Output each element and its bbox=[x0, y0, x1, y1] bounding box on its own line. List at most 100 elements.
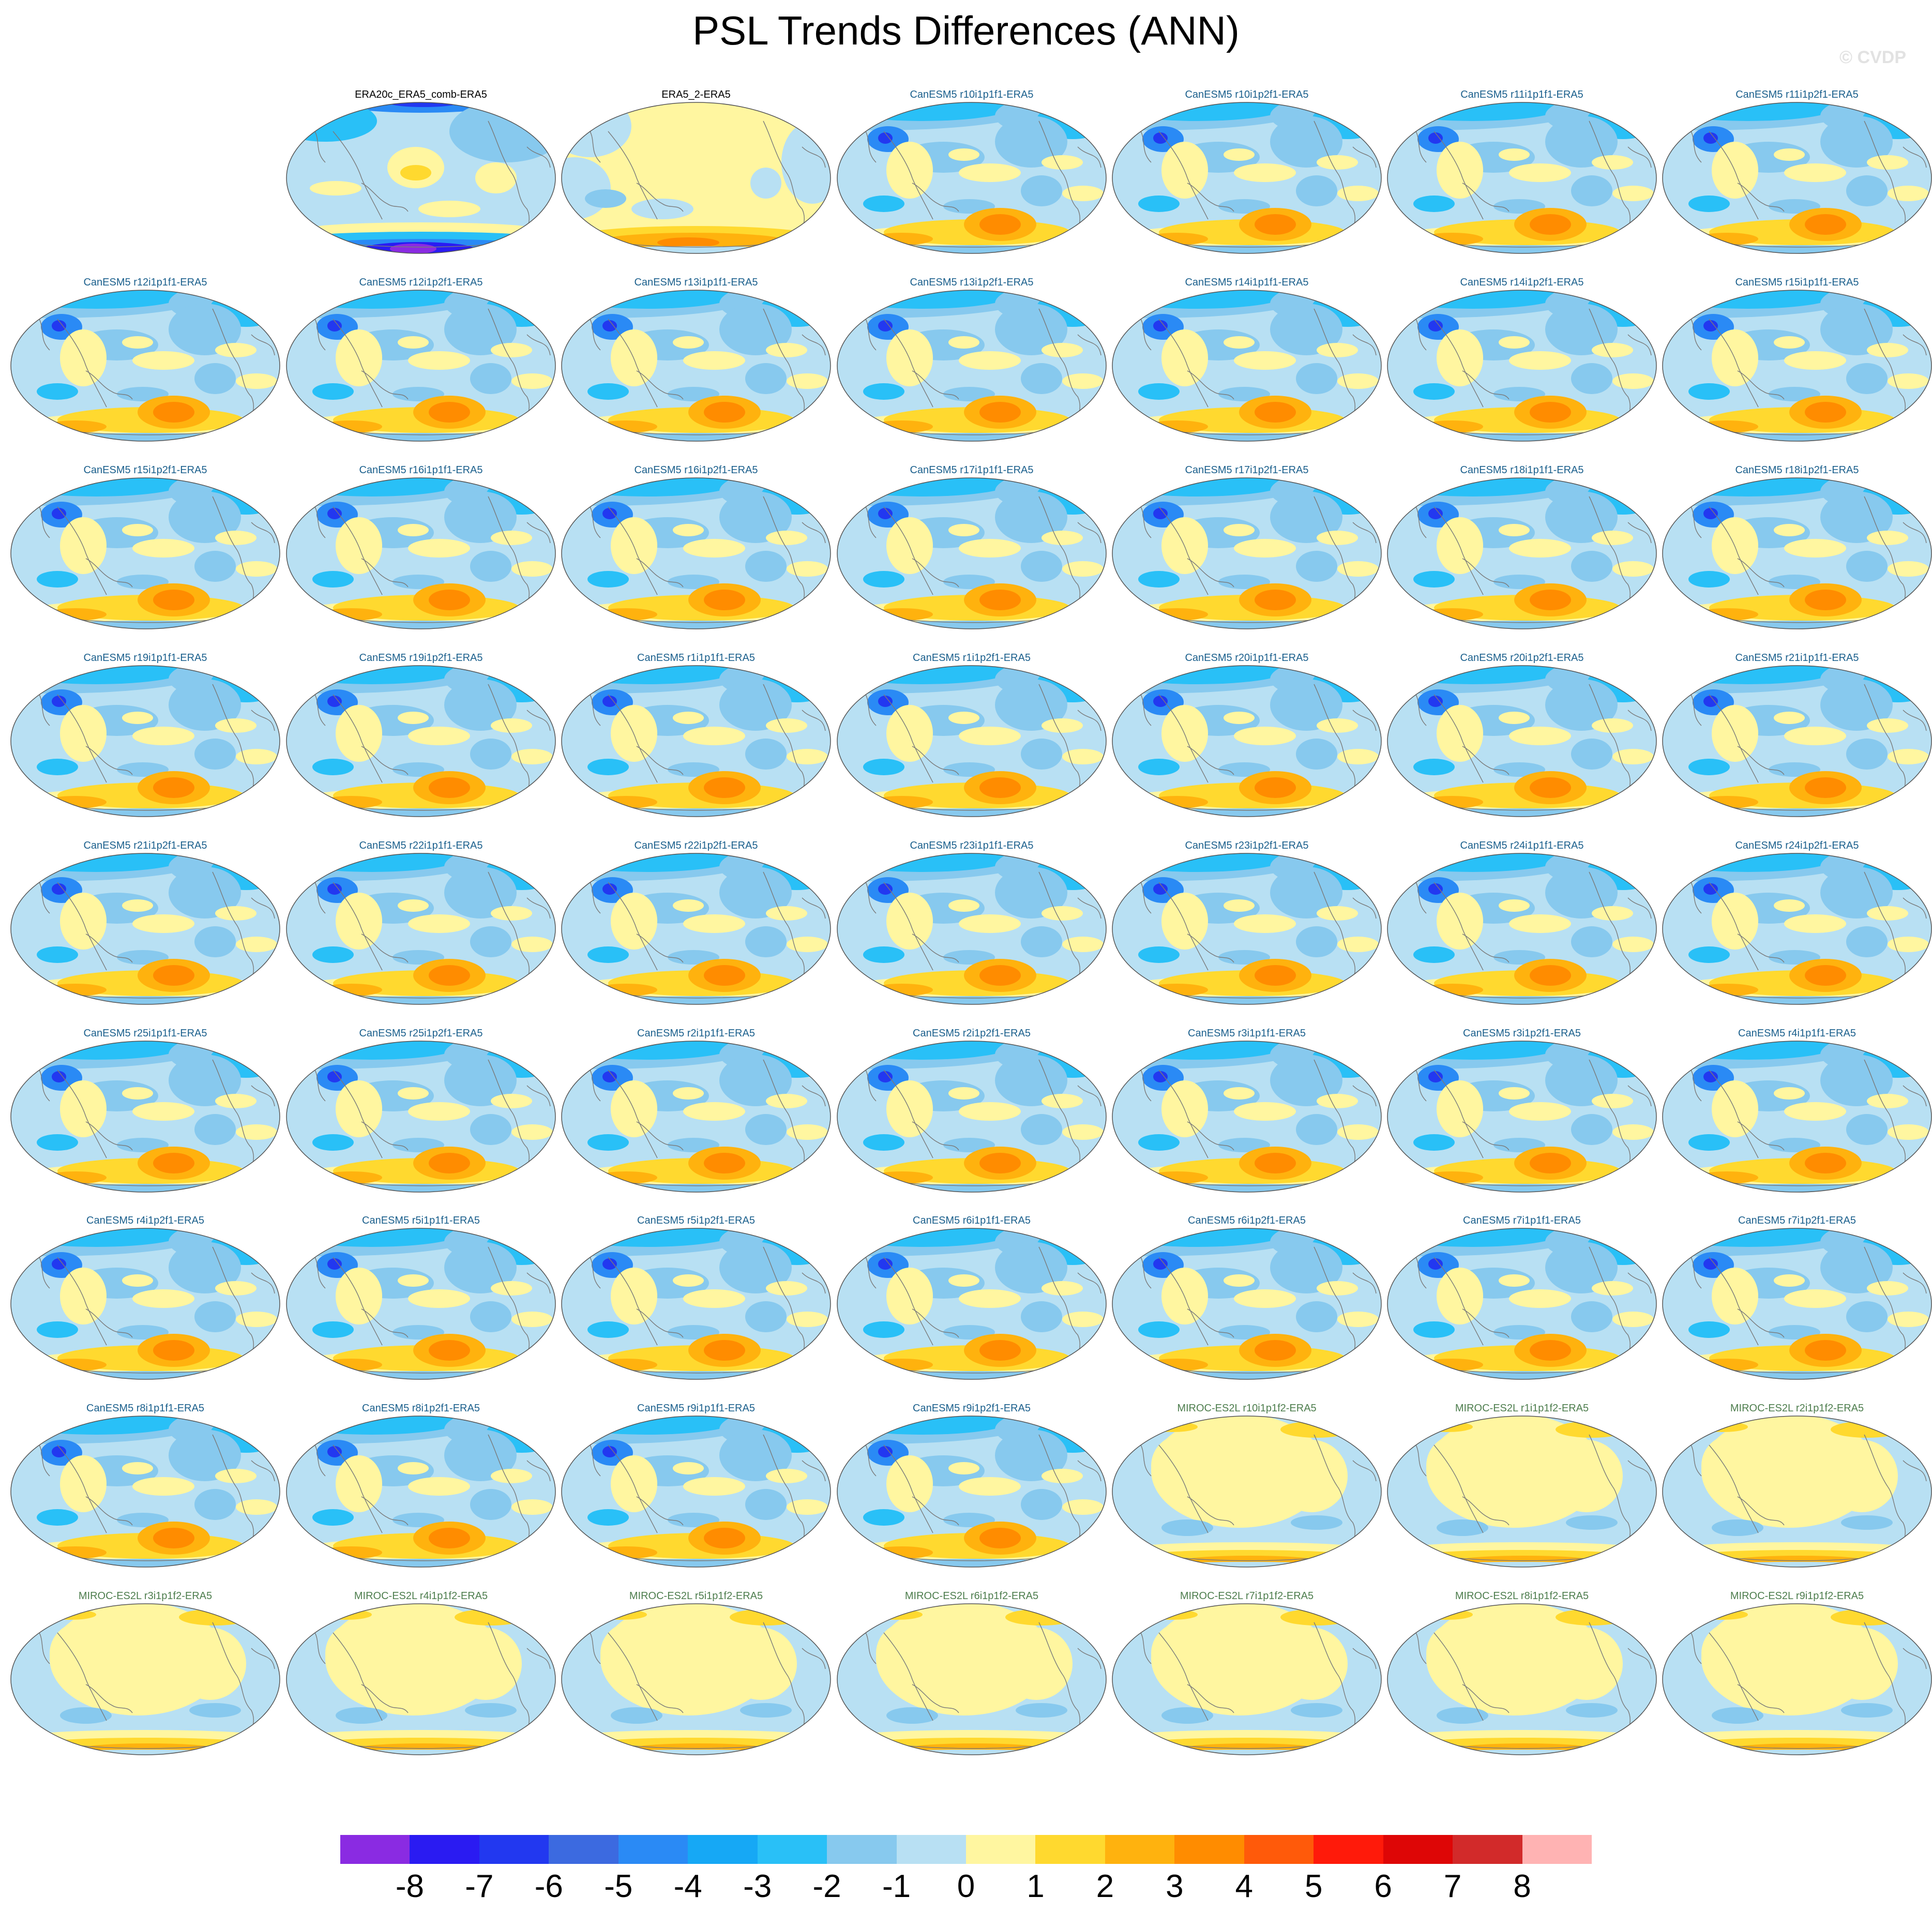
coastline bbox=[608, 1632, 658, 1721]
contour-fill bbox=[1234, 539, 1296, 558]
coastline bbox=[802, 1460, 826, 1482]
coastline bbox=[608, 1444, 658, 1533]
contour-fill bbox=[1688, 759, 1730, 775]
contour-fill bbox=[1493, 199, 1545, 214]
contour-fill bbox=[611, 1707, 662, 1724]
contour-fill bbox=[1005, 1609, 1078, 1625]
global-map bbox=[1387, 853, 1657, 1005]
coastline bbox=[608, 1070, 658, 1158]
contour-fill bbox=[1509, 1289, 1571, 1308]
coastline bbox=[1433, 1632, 1484, 1721]
coastline bbox=[57, 882, 107, 971]
contour-fill bbox=[86, 1743, 210, 1752]
contour-fill bbox=[1784, 163, 1846, 182]
coastline bbox=[314, 319, 326, 351]
global-map bbox=[286, 1603, 556, 1755]
contour-fill bbox=[673, 712, 704, 724]
contour-fill bbox=[1146, 420, 1208, 433]
map-panel: CanESM5 r2i1p1f1-ERA5 bbox=[559, 1028, 833, 1215]
contour-fill bbox=[673, 899, 704, 912]
contour-fill bbox=[37, 759, 78, 775]
contour-fill bbox=[52, 808, 238, 817]
contour-fill bbox=[668, 950, 719, 965]
contour-fill bbox=[398, 1462, 429, 1474]
panel-title: CanESM5 r20i1p1f1-ERA5 bbox=[1185, 652, 1309, 664]
coastline bbox=[361, 1308, 409, 1338]
map-outline bbox=[1662, 665, 1932, 817]
coastline bbox=[590, 882, 601, 914]
global-map bbox=[1112, 477, 1382, 629]
contour-fill bbox=[444, 1242, 517, 1293]
contour-fill bbox=[470, 363, 511, 394]
contour-fill bbox=[336, 1268, 382, 1324]
contour-fill bbox=[871, 1171, 933, 1184]
contour-fill bbox=[1509, 727, 1571, 745]
contour-fill bbox=[1413, 1134, 1455, 1151]
contour-fill bbox=[1337, 186, 1379, 201]
contour-fill bbox=[60, 1707, 112, 1724]
contour-fill bbox=[312, 383, 354, 400]
contour-fill bbox=[1784, 1289, 1846, 1308]
contour-fill bbox=[194, 1489, 236, 1520]
global-map bbox=[837, 290, 1107, 442]
contour-fill bbox=[1612, 1312, 1654, 1327]
contour-fill bbox=[995, 679, 1067, 731]
contour-fill bbox=[1000, 1628, 1073, 1700]
contour-fill bbox=[683, 1477, 745, 1496]
coastline bbox=[1709, 1257, 1759, 1346]
contour-fill bbox=[1688, 1321, 1730, 1338]
contour-fill bbox=[1774, 712, 1805, 724]
panel-title: CanESM5 r19i1p2f1-ERA5 bbox=[359, 652, 483, 664]
contour-fill bbox=[429, 965, 470, 986]
contour-fill bbox=[408, 1477, 470, 1496]
contour-fill bbox=[52, 1559, 238, 1567]
contour-fill bbox=[1867, 1281, 1908, 1296]
map-panel: CanESM5 r21i1p2f1-ERA5 bbox=[8, 840, 282, 1028]
contour-fill bbox=[1696, 1359, 1758, 1371]
contour-fill bbox=[1224, 524, 1255, 536]
page-title: PSL Trends Differences (ANN) bbox=[692, 8, 1240, 53]
colorbar-swatch bbox=[1314, 1835, 1384, 1864]
map-outline bbox=[10, 853, 280, 1005]
contour-fill bbox=[1784, 539, 1846, 558]
contour-fill bbox=[327, 320, 342, 332]
contour-fill bbox=[1270, 679, 1342, 731]
contour-fill bbox=[1429, 433, 1615, 441]
global-map bbox=[1662, 1603, 1932, 1755]
contour-fill bbox=[1704, 1184, 1890, 1192]
global-map bbox=[561, 1228, 831, 1380]
contour-fill bbox=[1696, 233, 1758, 245]
panel-title: CanESM5 r8i1p1f1-ERA5 bbox=[86, 1403, 204, 1414]
global-map bbox=[1662, 1228, 1932, 1380]
contour-fill bbox=[979, 1340, 1021, 1361]
contour-fill bbox=[745, 1489, 787, 1520]
map-outline bbox=[1387, 1041, 1657, 1193]
contour-fill bbox=[1545, 304, 1618, 355]
coastline bbox=[1903, 522, 1927, 544]
contour-fill bbox=[1218, 762, 1270, 777]
contour-fill bbox=[766, 1094, 807, 1108]
coastline bbox=[1690, 1257, 1702, 1289]
coastline bbox=[333, 1257, 383, 1346]
contour-fill bbox=[215, 1281, 256, 1296]
map-outline bbox=[286, 1041, 556, 1193]
contour-fill bbox=[886, 142, 933, 199]
coastline bbox=[212, 1059, 254, 1177]
contour-fill bbox=[60, 1268, 107, 1324]
contour-fill bbox=[418, 201, 480, 217]
coastline bbox=[1462, 1496, 1510, 1526]
contour-fill bbox=[1688, 946, 1730, 963]
map-panel: CanESM5 r19i1p1f1-ERA5 bbox=[8, 652, 282, 840]
contour-fill bbox=[1255, 402, 1296, 423]
contour-fill bbox=[444, 867, 517, 919]
coastline bbox=[763, 1434, 805, 1552]
contour-fill bbox=[1831, 1421, 1903, 1438]
contour-fill bbox=[132, 1289, 194, 1308]
contour-fill bbox=[719, 1429, 792, 1481]
contour-fill bbox=[511, 561, 553, 577]
map-panel: CanESM5 r8i1p1f1-ERA5 bbox=[8, 1403, 282, 1590]
coastline bbox=[590, 1632, 601, 1664]
contour-fill bbox=[387, 102, 460, 107]
global-map bbox=[286, 290, 556, 442]
contour-fill bbox=[1413, 383, 1455, 400]
